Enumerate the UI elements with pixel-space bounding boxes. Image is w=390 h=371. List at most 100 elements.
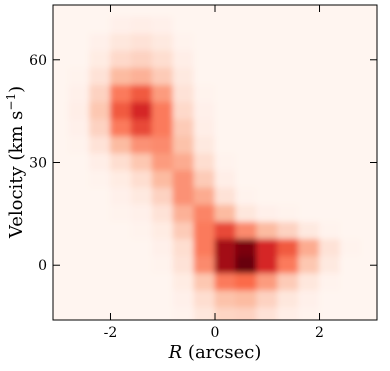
heatmap-cell	[319, 102, 341, 121]
heatmap-cell	[298, 136, 321, 155]
heatmap-cell	[172, 33, 195, 52]
heatmap-cell	[214, 290, 237, 309]
heatmap-cell	[235, 239, 258, 258]
heatmap-cell	[214, 153, 237, 172]
y-tick-label: 0	[38, 258, 47, 274]
heatmap-cell	[319, 307, 341, 320]
y-label-main: Velocity (km s	[6, 111, 27, 240]
heatmap-cell	[172, 67, 195, 86]
heatmap-cell	[277, 102, 300, 121]
heatmap-cell	[235, 290, 258, 309]
heatmap-cell	[319, 33, 341, 52]
heatmap-cell	[339, 153, 362, 172]
heatmap-cell	[151, 33, 174, 52]
heatmap-cell	[89, 119, 111, 138]
heatmap-cell	[235, 273, 258, 292]
y-label-sup: −1	[4, 93, 18, 111]
heatmap-cell	[193, 256, 216, 275]
heatmap-cell	[339, 307, 362, 320]
heatmap-cell	[277, 187, 300, 206]
heatmap-cell	[53, 153, 70, 172]
y-tick-label: 60	[29, 53, 47, 69]
heatmap-cell	[235, 102, 258, 121]
heatmap-cell	[109, 84, 132, 104]
heatmap-cell	[89, 204, 111, 223]
heatmap-cell	[360, 136, 377, 155]
heatmap-cell	[319, 239, 341, 258]
heatmap-cell	[172, 102, 195, 121]
heatmap-cell	[319, 119, 341, 138]
heatmap-cell	[339, 102, 362, 121]
heatmap-cell	[172, 84, 195, 104]
heatmap-cell	[109, 136, 132, 155]
heatmap-cell	[53, 239, 70, 258]
heatmap-cell	[214, 50, 237, 69]
heatmap-cell	[151, 256, 174, 275]
heatmap-cell	[298, 153, 321, 172]
heatmap-cell	[151, 273, 174, 292]
heatmap-cell	[339, 5, 362, 18]
heatmap-cell	[319, 50, 341, 69]
heatmap-cell	[193, 307, 216, 320]
heatmap-cell	[68, 256, 91, 275]
heatmap-cell	[235, 5, 258, 18]
heatmap-cell	[256, 84, 279, 104]
x-tick-label: -2	[104, 325, 118, 341]
heatmap-cell	[277, 16, 300, 35]
heatmap-cell	[319, 204, 341, 223]
heatmap-cell	[193, 67, 216, 86]
heatmap-cell	[130, 84, 153, 104]
heatmap-cell	[339, 256, 362, 275]
heatmap-cell	[109, 50, 132, 69]
heatmap-cell	[130, 5, 153, 18]
heatmap-cell	[339, 170, 362, 189]
heatmap-cell	[172, 307, 195, 320]
heatmap-cell	[89, 136, 111, 155]
heatmap-cell	[319, 290, 341, 309]
heatmap-cell	[68, 16, 91, 35]
heatmap-cell	[68, 170, 91, 189]
heatmap-cell	[193, 273, 216, 292]
heatmap-cell	[214, 33, 237, 52]
heatmap-cell	[235, 67, 258, 86]
heatmap-cell	[130, 256, 153, 275]
heatmap-cell	[130, 119, 153, 138]
heatmap-cell	[277, 273, 300, 292]
heatmap-cell	[151, 102, 174, 121]
heatmap-cell	[172, 153, 195, 172]
heatmap-cell	[89, 5, 111, 18]
heatmap-cell	[109, 273, 132, 292]
heatmap-cell	[360, 84, 377, 104]
heatmap-cell	[151, 187, 174, 206]
heatmap-cell	[89, 307, 111, 320]
heatmap-cell	[277, 5, 300, 18]
heatmap-cell	[339, 290, 362, 309]
heatmap-cell	[235, 153, 258, 172]
heatmap-cell	[339, 187, 362, 206]
heatmap-cell	[339, 273, 362, 292]
heatmap-cell	[172, 50, 195, 69]
heatmap-cell	[53, 187, 70, 206]
heatmap-cell	[53, 170, 70, 189]
heatmap-cell	[68, 239, 91, 258]
heatmap-cell	[277, 239, 300, 258]
heatmap-cell	[235, 221, 258, 241]
heatmap-cell	[89, 290, 111, 309]
heatmap-cell	[298, 221, 321, 241]
heatmap-cell	[277, 33, 300, 52]
heatmap-cell	[53, 16, 70, 35]
heatmap-cell	[319, 84, 341, 104]
heatmap-cell	[109, 170, 132, 189]
heatmap-cell	[130, 16, 153, 35]
heatmap-cell	[319, 221, 341, 241]
heatmap-cell	[193, 204, 216, 223]
heatmap-cell	[277, 170, 300, 189]
heatmap-cell	[298, 187, 321, 206]
heatmap-cell	[53, 50, 70, 69]
heatmap-cell	[109, 290, 132, 309]
heatmap-cell	[193, 187, 216, 206]
heatmap-cell	[256, 204, 279, 223]
heatmap-cell	[151, 50, 174, 69]
heatmap-cell	[214, 170, 237, 189]
heatmap-cell	[214, 256, 237, 275]
